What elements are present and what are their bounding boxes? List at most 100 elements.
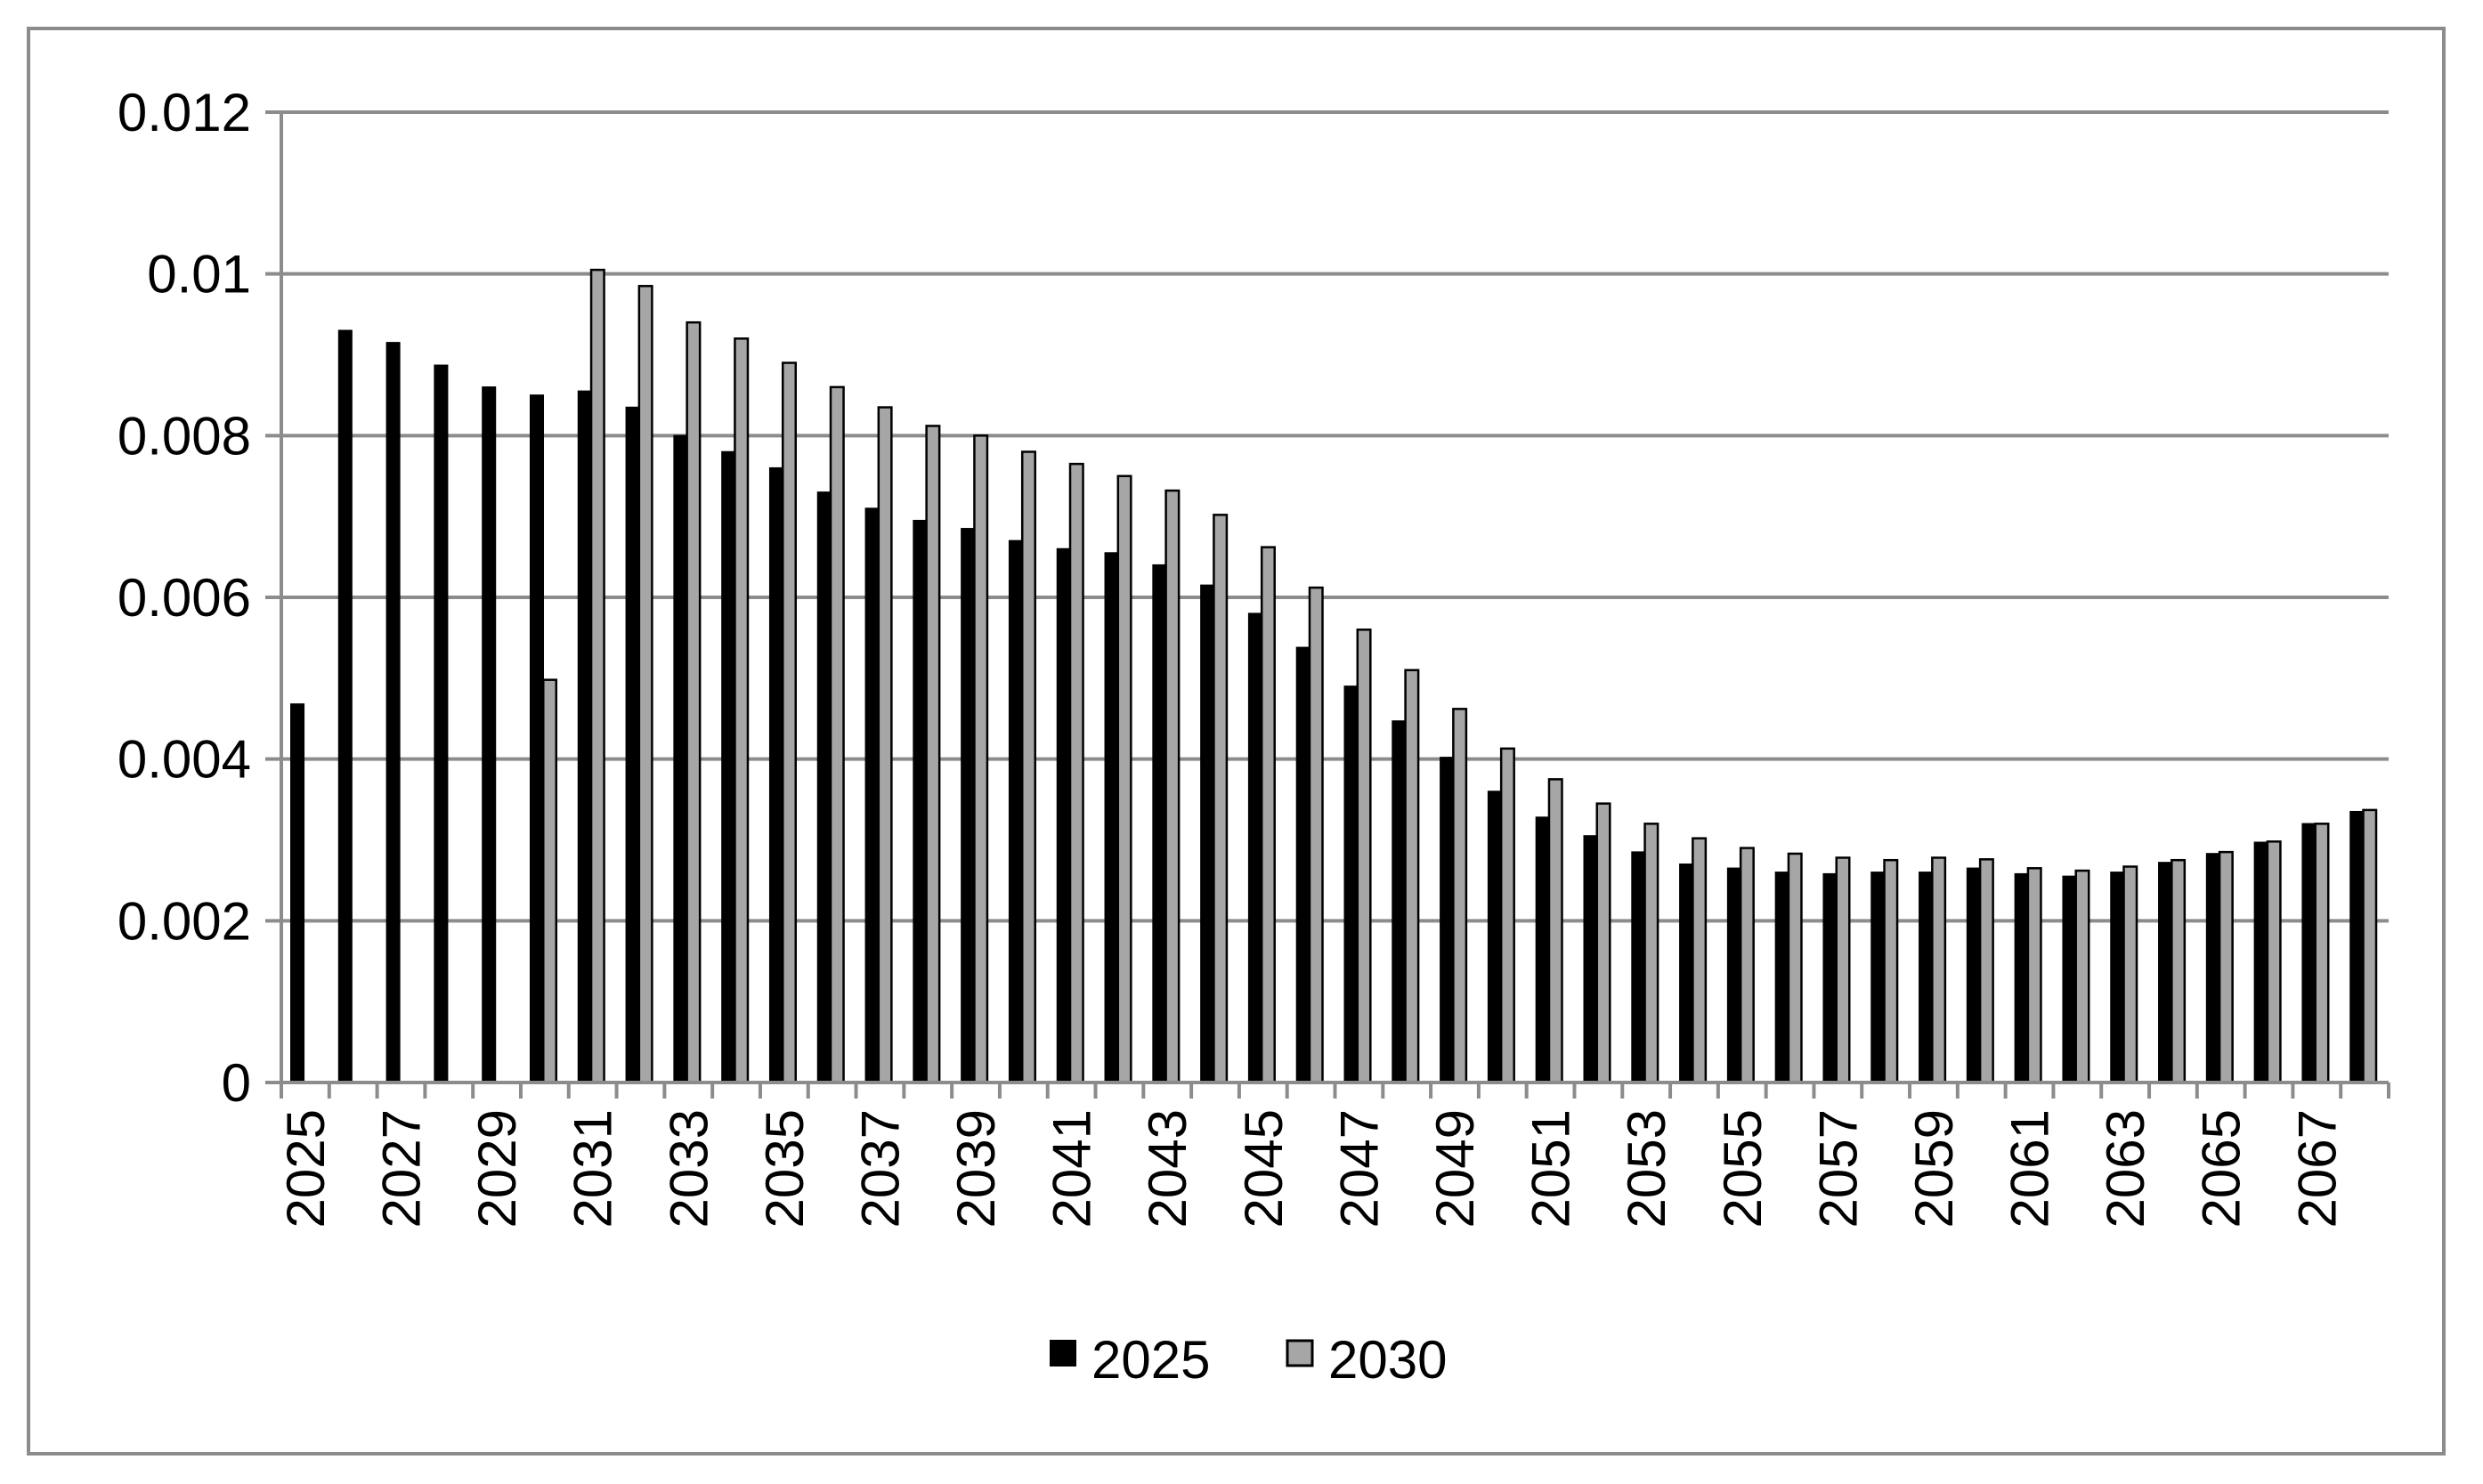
bar-2030 — [2218, 850, 2234, 1084]
x-tick-label: 2067 — [2287, 1109, 2347, 1228]
x-tick-label: 2033 — [659, 1109, 718, 1228]
x-tick-label: 2065 — [2192, 1109, 2252, 1228]
bar-2025 — [1104, 552, 1119, 1083]
bar-2025 — [529, 394, 545, 1083]
x-tick-label: 2031 — [564, 1109, 623, 1228]
chart-frame — [27, 27, 2446, 1456]
y-tick-label: 0.002 — [118, 891, 251, 951]
bar-2025 — [290, 703, 305, 1083]
bar-2030 — [1020, 450, 1036, 1084]
bar-2025 — [2205, 853, 2220, 1083]
bar-2030 — [1978, 858, 1994, 1084]
bar-2025 — [768, 466, 783, 1083]
bar-2025 — [1200, 584, 1215, 1083]
y-tick-label: 0 — [222, 1053, 251, 1113]
bar-2030 — [1595, 802, 1611, 1084]
x-tick-label: 2029 — [467, 1109, 527, 1228]
bar-2025 — [2110, 872, 2125, 1083]
bar-2030 — [2171, 858, 2187, 1084]
bar-2030 — [877, 406, 893, 1084]
y-tick-label: 0.01 — [147, 245, 251, 304]
bar-2030 — [1547, 778, 1563, 1084]
bar-2030 — [1116, 474, 1132, 1084]
bar-2030 — [734, 337, 750, 1084]
bar-2025 — [1726, 867, 1741, 1083]
y-axis-ticks: 0 0.002 0.004 0.006 0.008 0.01 0.012 — [118, 83, 281, 1113]
x-tick-label: 2063 — [2096, 1109, 2155, 1228]
bar-2030 — [2122, 865, 2138, 1084]
bar-2030 — [925, 425, 941, 1084]
bar-2030 — [1356, 628, 1372, 1084]
bar-2030 — [1213, 514, 1229, 1084]
x-tick-label: 2059 — [1904, 1109, 1964, 1228]
x-tick-label: 2041 — [1043, 1109, 1102, 1228]
bar-2030 — [542, 678, 558, 1084]
bar-2025 — [2253, 841, 2268, 1083]
bar-2025 — [1631, 851, 1646, 1083]
legend: 2025 2030 — [1050, 1330, 1447, 1390]
bar-2030 — [1739, 847, 1755, 1084]
bar-2025 — [625, 406, 640, 1083]
x-tick-label: 2053 — [1617, 1109, 1676, 1228]
bar-2025 — [2349, 810, 2365, 1083]
bar-2025 — [1343, 685, 1359, 1083]
bar-2025 — [1919, 872, 1934, 1083]
bar-2025 — [1583, 835, 1598, 1083]
bar-2030 — [1260, 546, 1276, 1084]
bar-2030 — [973, 434, 989, 1084]
bar-2030 — [1835, 856, 1851, 1084]
x-tick-label: 2057 — [1808, 1109, 1868, 1228]
bar-2030 — [2074, 869, 2090, 1084]
bar-2025 — [1056, 547, 1071, 1083]
bar-2025 — [2158, 862, 2173, 1083]
legend-label-2030: 2030 — [1328, 1330, 1447, 1390]
bar-2025 — [1008, 539, 1023, 1083]
x-tick-label: 2043 — [1138, 1109, 1197, 1228]
bars — [290, 268, 2378, 1084]
bar-2025 — [1535, 816, 1550, 1083]
x-tick-label: 2061 — [2000, 1109, 2060, 1228]
x-tick-label: 2037 — [850, 1109, 910, 1228]
bar-2025 — [1487, 791, 1502, 1083]
bar-2030 — [1883, 858, 1899, 1084]
bar-2025 — [1440, 757, 1455, 1083]
bar-2030 — [1787, 852, 1803, 1084]
bar-2025 — [961, 528, 976, 1083]
x-tick-label: 2027 — [371, 1109, 431, 1228]
bar-2025 — [1679, 864, 1694, 1083]
y-tick-label: 0.008 — [118, 406, 251, 466]
x-tick-label: 2049 — [1425, 1109, 1485, 1228]
bar-2030 — [1931, 856, 1947, 1084]
y-tick-label: 0.012 — [118, 83, 251, 142]
x-tick-label: 2045 — [1234, 1109, 1294, 1228]
bar-2030 — [2362, 808, 2378, 1084]
bar-2025 — [1152, 564, 1167, 1083]
bar-2030 — [2266, 840, 2282, 1084]
bar-2030 — [781, 361, 798, 1084]
x-tick-label: 2025 — [276, 1109, 336, 1228]
legend-swatch-2025 — [1050, 1340, 1076, 1366]
bar-2025 — [385, 342, 401, 1083]
y-tick-label: 0.004 — [118, 730, 251, 790]
bar-2025 — [721, 450, 736, 1083]
bar-2025 — [1870, 872, 1886, 1083]
bar-2025 — [434, 364, 449, 1083]
bar-2025 — [1392, 720, 1407, 1083]
x-tick-label: 2035 — [755, 1109, 815, 1228]
bar-2025 — [337, 329, 353, 1083]
bar-2030 — [637, 285, 653, 1084]
bar-2030 — [1164, 489, 1181, 1084]
legend-label-2025: 2025 — [1091, 1330, 1210, 1390]
bar-2030 — [686, 320, 702, 1084]
bar-2025 — [2014, 872, 2029, 1083]
bar-2030 — [1308, 586, 1324, 1084]
bar-2030 — [829, 385, 845, 1084]
bar-2025 — [2301, 823, 2317, 1083]
bar-2025 — [673, 434, 688, 1083]
bar-2030 — [1452, 708, 1468, 1084]
bar-2025 — [482, 386, 497, 1083]
bar-2025 — [864, 507, 880, 1083]
x-tick-label: 2047 — [1329, 1109, 1389, 1228]
x-tick-label: 2051 — [1521, 1109, 1581, 1228]
